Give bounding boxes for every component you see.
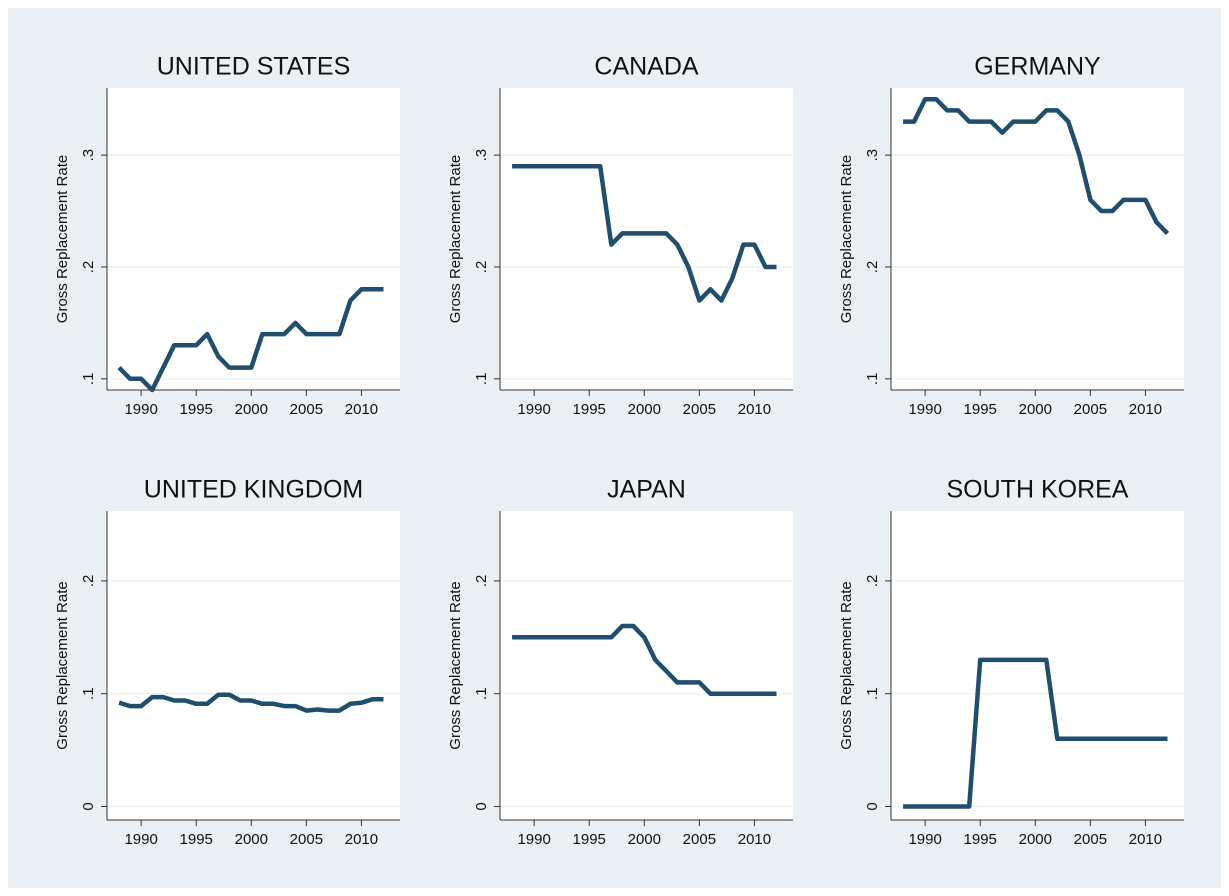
chart-title: CANADA [594, 53, 699, 81]
x-tick-label: 1995 [180, 401, 213, 418]
y-tick-label: 0 [80, 802, 97, 810]
y-tick-label: .2 [80, 261, 97, 274]
x-tick-label: 2010 [345, 401, 378, 418]
x-tick-label: 2005 [683, 401, 716, 418]
y-tick-label: .1 [80, 687, 97, 700]
x-tick-label: 2000 [1019, 831, 1052, 848]
y-tick-label: .3 [80, 149, 97, 162]
x-tick-label: 1990 [908, 401, 941, 418]
y-tick-label: .3 [473, 149, 490, 162]
y-tick-label: .2 [473, 575, 490, 588]
line [118, 692, 384, 713]
y-axis-label: Gross Replacement Rate [54, 155, 71, 323]
y-axis-label: Gross Replacement Rate [447, 581, 464, 749]
y-tick-label: .2 [864, 261, 881, 274]
y-tick-label: 0 [864, 802, 881, 810]
y-tick-label: .1 [473, 687, 490, 700]
chart-title: UNITED STATES [157, 53, 351, 81]
x-tick-label: 1995 [180, 831, 213, 848]
x-tick-label: 2000 [1019, 401, 1052, 418]
y-tick-label: .1 [864, 687, 881, 700]
x-tick-label: 2000 [235, 831, 268, 848]
x-tick-label: 1990 [124, 831, 157, 848]
y-tick-label: .1 [473, 373, 490, 386]
line [903, 657, 1168, 809]
y-tick-label: .2 [864, 575, 881, 588]
y-tick-label: .2 [473, 261, 490, 274]
plot-area [107, 88, 400, 390]
y-tick-label: .2 [80, 575, 97, 588]
x-tick-label: 2010 [1129, 401, 1162, 418]
x-tick-label: 2005 [1074, 831, 1107, 848]
line [512, 164, 777, 303]
x-tick-label: 1995 [573, 831, 606, 848]
y-tick-label: .1 [864, 373, 881, 386]
chart-title: SOUTH KOREA [947, 476, 1129, 504]
plot-area [500, 511, 793, 820]
x-tick-label: 1990 [124, 401, 157, 418]
x-tick-label: 1995 [964, 831, 997, 848]
x-tick-label: 2000 [628, 831, 661, 848]
plot-area [107, 511, 400, 820]
line [117, 287, 384, 393]
plot-area [500, 88, 793, 390]
x-tick-label: 2010 [738, 831, 771, 848]
x-tick-label: 2005 [290, 401, 323, 418]
y-axis-label: Gross Replacement Rate [447, 155, 464, 323]
x-tick-label: 2000 [628, 401, 661, 418]
y-tick-label: .3 [864, 149, 881, 162]
y-tick-label: 0 [473, 802, 490, 810]
x-tick-label: 2005 [683, 831, 716, 848]
x-tick-label: 1995 [573, 401, 606, 418]
y-axis-label: Gross Replacement Rate [838, 581, 855, 749]
plot-area [891, 88, 1184, 390]
x-tick-label: 1995 [964, 401, 997, 418]
x-tick-label: 2005 [1074, 401, 1107, 418]
line [512, 623, 777, 696]
chart-title: UNITED KINGDOM [144, 476, 363, 504]
chart-title: JAPAN [607, 476, 686, 504]
y-axis-label: Gross Replacement Rate [838, 155, 855, 323]
x-tick-label: 2005 [290, 831, 323, 848]
x-tick-label: 1990 [517, 401, 550, 418]
x-tick-label: 2010 [1129, 831, 1162, 848]
x-tick-label: 1990 [908, 831, 941, 848]
x-tick-label: 2010 [345, 831, 378, 848]
line [903, 96, 1170, 235]
x-tick-label: 2000 [235, 401, 268, 418]
x-tick-label: 1990 [517, 831, 550, 848]
plot-area [891, 511, 1184, 820]
y-tick-label: .1 [80, 373, 97, 386]
y-axis-label: Gross Replacement Rate [54, 581, 71, 749]
chart-title: GERMANY [974, 53, 1101, 81]
x-tick-label: 2010 [738, 401, 771, 418]
